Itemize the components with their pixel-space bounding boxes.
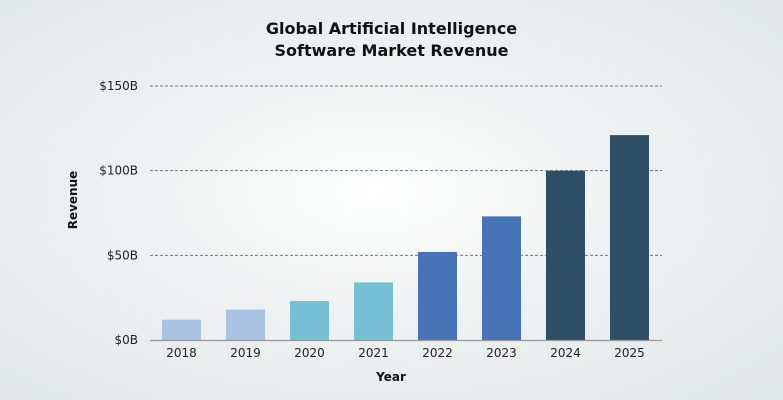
bar-2021 bbox=[354, 282, 393, 340]
x-tick-label: 2023 bbox=[486, 346, 517, 360]
bar-2022 bbox=[418, 251, 457, 340]
x-tick-label: 2020 bbox=[294, 346, 325, 360]
y-tick-label: $0B bbox=[114, 333, 138, 347]
x-tick-label: 2024 bbox=[550, 346, 581, 360]
bar-2020 bbox=[290, 301, 329, 340]
y-tick-label: $150B bbox=[99, 79, 138, 93]
y-tick-label: $100B bbox=[99, 164, 138, 178]
y-axis-label: Revenue bbox=[66, 171, 80, 230]
x-tick-label: 2019 bbox=[230, 346, 261, 360]
y-tick-label: $50B bbox=[107, 248, 138, 262]
x-axis-label: Year bbox=[375, 370, 406, 384]
bar-2025 bbox=[610, 135, 649, 340]
bar-2018 bbox=[162, 319, 201, 340]
chart-title-line-1: Global Artificial Intelligence bbox=[265, 19, 518, 38]
chart-title: Global Artificial Intelligence Software … bbox=[0, 18, 783, 62]
bar-2023 bbox=[482, 216, 521, 340]
x-tick-label: 2022 bbox=[422, 346, 453, 360]
bar-2019 bbox=[226, 309, 265, 340]
x-tick-label: 2021 bbox=[358, 346, 389, 360]
x-tick-label: 2025 bbox=[614, 346, 645, 360]
chart-title-line-2: Software Market Revenue bbox=[274, 41, 509, 60]
x-tick-label: 2018 bbox=[166, 346, 197, 360]
bar-2024 bbox=[546, 170, 585, 340]
